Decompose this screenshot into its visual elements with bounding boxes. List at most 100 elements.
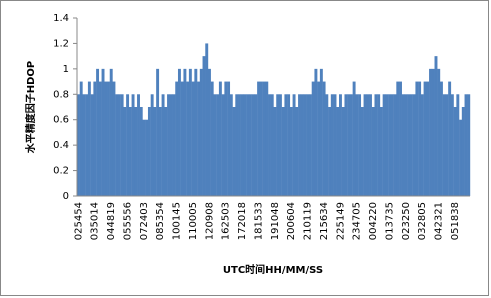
bar xyxy=(437,68,441,196)
bar xyxy=(262,81,266,196)
bar xyxy=(158,107,162,196)
bar xyxy=(412,94,416,196)
bar xyxy=(407,94,411,196)
bar xyxy=(366,94,370,196)
x-tick-label: 181533 xyxy=(253,202,264,240)
x-tick-label: 055556 xyxy=(122,202,133,240)
bar xyxy=(456,94,460,196)
bar xyxy=(79,81,83,196)
bar xyxy=(439,81,443,196)
x-tick-label: 023250 xyxy=(401,202,412,240)
bar xyxy=(292,94,296,196)
bar xyxy=(183,68,187,196)
bar xyxy=(161,94,165,196)
bar xyxy=(197,81,201,196)
bar xyxy=(238,94,241,196)
bar xyxy=(461,107,465,196)
x-tick-label: 032805 xyxy=(417,202,428,240)
bar xyxy=(355,94,359,196)
bar xyxy=(295,107,299,196)
bar xyxy=(431,68,435,196)
x-tick-label: 042321 xyxy=(434,202,445,240)
x-tick-label: 210119 xyxy=(303,202,314,240)
bar xyxy=(77,94,80,196)
bar xyxy=(164,107,168,196)
x-tick-label: 085354 xyxy=(155,202,166,240)
bar xyxy=(325,94,329,196)
bar xyxy=(142,119,146,196)
bar xyxy=(377,94,381,196)
bar xyxy=(298,94,301,196)
bar xyxy=(336,107,340,196)
bar xyxy=(175,81,179,196)
bar xyxy=(344,94,348,196)
bar xyxy=(328,107,332,196)
bar xyxy=(126,94,130,196)
bar xyxy=(303,94,307,196)
bar xyxy=(194,68,198,196)
x-tick-label: 100145 xyxy=(172,202,183,240)
y-tick-label: 1.4 xyxy=(53,13,69,24)
bar xyxy=(385,94,389,196)
y-axis-title: 水平精度因子HDOP xyxy=(24,61,37,155)
bar xyxy=(98,81,102,196)
bar xyxy=(396,81,400,196)
bar xyxy=(246,94,250,196)
bar xyxy=(221,94,225,196)
bar xyxy=(390,94,394,196)
bar xyxy=(347,94,351,196)
x-tick-label: 035014 xyxy=(90,202,101,240)
bar xyxy=(235,94,239,196)
bar xyxy=(87,81,91,196)
bar xyxy=(218,81,222,196)
bar xyxy=(459,119,463,196)
bar xyxy=(399,81,402,196)
bar xyxy=(453,107,457,196)
bar xyxy=(82,94,86,196)
bar xyxy=(322,81,326,196)
bar xyxy=(448,81,452,196)
x-tick-label: 025454 xyxy=(73,202,84,240)
bar xyxy=(240,94,244,196)
y-tick-label: 0.6 xyxy=(53,115,69,126)
bar xyxy=(358,94,362,196)
bar xyxy=(191,81,195,196)
bar xyxy=(243,94,247,196)
bar xyxy=(352,81,356,196)
bar xyxy=(420,94,424,196)
bar xyxy=(153,107,157,196)
bar xyxy=(434,56,438,197)
bar xyxy=(388,94,392,196)
bar xyxy=(404,94,408,196)
bar xyxy=(188,68,192,196)
bar xyxy=(450,94,454,196)
bar xyxy=(93,81,97,196)
bar xyxy=(216,94,220,196)
bar xyxy=(349,94,353,196)
bar xyxy=(287,94,291,196)
bar xyxy=(172,94,176,196)
bar xyxy=(339,94,342,196)
bar xyxy=(107,81,110,196)
bar xyxy=(202,56,206,197)
bar xyxy=(409,94,413,196)
x-axis-title: UTC时间HH/MM/SS xyxy=(223,263,323,276)
bar xyxy=(254,94,258,196)
bar xyxy=(284,94,288,196)
bar xyxy=(257,81,261,196)
bar xyxy=(101,68,105,196)
bar xyxy=(186,81,190,196)
bar xyxy=(401,94,405,196)
x-tick-label: 162503 xyxy=(221,202,232,240)
bar xyxy=(270,94,274,196)
bar xyxy=(156,68,160,196)
bar xyxy=(273,107,277,196)
bar xyxy=(117,94,121,196)
bar xyxy=(213,94,217,196)
bar xyxy=(314,68,318,196)
x-tick-label: 200604 xyxy=(286,202,297,240)
bar xyxy=(445,94,449,196)
bar xyxy=(134,107,138,196)
bar xyxy=(150,94,154,196)
bar xyxy=(227,81,231,196)
